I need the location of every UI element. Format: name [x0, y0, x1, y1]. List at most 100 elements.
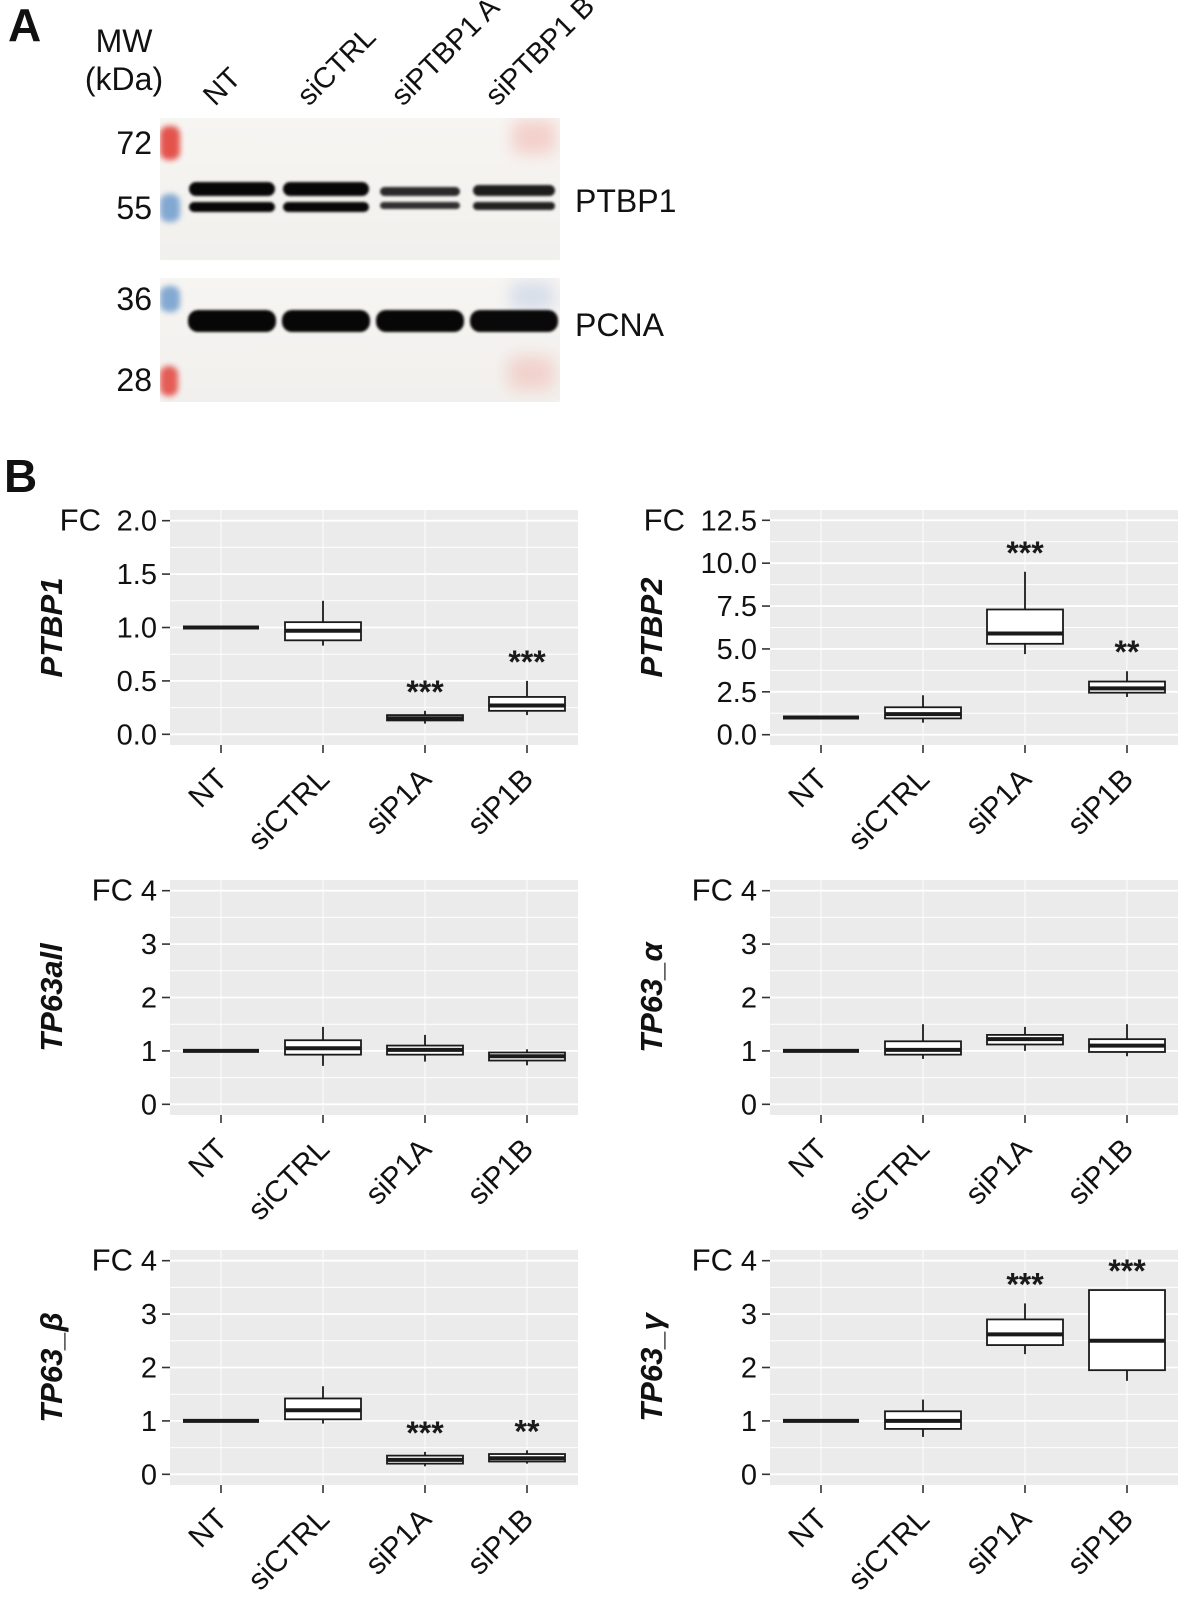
x-tick-label: siCTRL — [842, 763, 936, 852]
mw-value: 72 — [116, 125, 152, 161]
lane-label: siCTRL — [291, 21, 383, 113]
boxplot-svg: 0 1 2 3 4 NT siCTRL siP1A siP1B FC TP63all — [34, 873, 578, 1227]
fc-axis-label: FC — [644, 502, 685, 537]
x-tick-label: siCTRL — [242, 1503, 336, 1592]
significance-stars: *** — [508, 644, 546, 680]
box — [986, 1318, 1064, 1346]
ladder-mark — [160, 194, 180, 222]
panel-a-label: A — [8, 0, 42, 51]
y-tick-label: 4 — [741, 876, 757, 908]
mw-value: 36 — [116, 281, 152, 317]
blot-ptbp1 — [160, 118, 560, 260]
y-tick-label: 7.5 — [717, 591, 757, 623]
x-tick-label: siP1B — [1061, 1503, 1140, 1582]
x-tick-label: siCTRL — [242, 763, 336, 852]
protein-band — [283, 202, 369, 212]
fc-axis-label: FC — [692, 873, 733, 908]
ladder-mark — [160, 366, 178, 396]
boxplot-svg: 0 1 2 3 4 NT siCTRL siP1A siP1B FC TP63_α — [634, 873, 1178, 1227]
y-tick-label: 0 — [741, 1089, 757, 1121]
y-tick-label: 2 — [141, 983, 157, 1015]
y-tick-label: 4 — [741, 1246, 757, 1278]
y-tick-label: 1.0 — [117, 613, 157, 645]
y-tick-label: 12.5 — [701, 505, 757, 537]
x-tick-label: siCTRL — [842, 1503, 936, 1592]
x-tick-label: siP1A — [959, 1133, 1038, 1212]
gene-label: PTBP2 — [634, 578, 669, 678]
protein-band — [282, 310, 370, 332]
x-tick-label: siCTRL — [842, 1133, 936, 1222]
ladder-mark — [510, 282, 554, 310]
y-tick-label: 2.0 — [117, 506, 157, 538]
y-tick-label: 3 — [741, 929, 757, 961]
y-tick-label: 3 — [141, 929, 157, 961]
mw-value: 28 — [116, 362, 152, 398]
ladder-mark — [160, 126, 180, 160]
boxplot-svg: *** *** 0.0 0.5 1.0 1.5 2.0 NT siCTRL siP1A siP1B F… — [34, 503, 578, 857]
significance-stars: ** — [1115, 634, 1140, 670]
x-tick-label: siCTRL — [242, 1133, 336, 1222]
significance-stars: *** — [406, 1415, 444, 1451]
boxplot-ptbp1: *** *** 0.0 0.5 1.0 1.5 2.0 NT siCTRL siP1A siP1B F… — [22, 500, 597, 857]
boxplot-tp63-gamma: *** *** 0 1 2 3 4 NT siCTRL siP1A siP1B FC TP63_γ — [622, 1240, 1197, 1597]
x-tick-label: siP1A — [359, 763, 438, 842]
x-tick-label: siP1B — [461, 1503, 540, 1582]
gene-label: TP63_β — [34, 1312, 69, 1423]
y-tick-label: 3 — [741, 1299, 757, 1331]
x-tick-label: NT — [782, 1503, 834, 1555]
fc-axis-label: FC — [692, 1243, 733, 1278]
boxplot-tp63-alpha: 0 1 2 3 4 NT siCTRL siP1A siP1B FC TP63_α — [622, 870, 1197, 1227]
blot-name-pcna: PCNA — [575, 307, 664, 343]
y-tick-label: 1 — [741, 1406, 757, 1438]
y-tick-label: 0.5 — [117, 666, 157, 698]
fc-axis-label: FC — [92, 873, 133, 908]
x-tick-label: NT — [782, 1133, 834, 1185]
gene-label: PTBP1 — [34, 578, 69, 678]
y-tick-label: 0.0 — [717, 720, 757, 752]
y-tick-label: 3 — [141, 1299, 157, 1331]
protein-band — [376, 310, 464, 332]
x-tick-label: siP1B — [1061, 1133, 1140, 1212]
boxplot-svg: *** *** 0 1 2 3 4 NT siCTRL siP1A siP1B FC TP63_γ — [634, 1243, 1178, 1597]
y-tick-label: 5.0 — [717, 634, 757, 666]
y-tick-label: 1 — [141, 1406, 157, 1438]
x-tick-label: NT — [782, 763, 834, 815]
x-tick-label: NT — [182, 1503, 234, 1555]
protein-band — [189, 182, 275, 196]
y-tick-label: 2 — [141, 1353, 157, 1385]
x-tick-label: siP1B — [461, 763, 540, 842]
protein-band — [380, 187, 460, 196]
mw-value: 55 — [116, 190, 152, 226]
mw-kda-label: MW (kDa) — [68, 22, 180, 98]
x-tick-label: siP1A — [959, 1503, 1038, 1582]
panel-b-label: B — [4, 450, 38, 502]
y-tick-label: 1 — [741, 1036, 757, 1068]
protein-band — [283, 182, 369, 196]
panel-b: B *** *** 0.0 0.5 1.0 1.5 2.0 NT siCTRL siP1A siP1… — [0, 445, 1204, 1600]
y-tick-label: 1.5 — [117, 559, 157, 591]
significance-stars: ** — [515, 1413, 540, 1449]
gene-label: TP63_γ — [634, 1311, 669, 1421]
protein-band — [470, 310, 558, 332]
x-tick-label: siP1B — [461, 1133, 540, 1212]
x-tick-label: NT — [182, 1133, 234, 1185]
y-tick-label: 4 — [141, 876, 157, 908]
lane-label: NT — [197, 62, 248, 112]
ladder-mark — [160, 286, 180, 312]
y-tick-label: 2 — [741, 1353, 757, 1385]
y-tick-label: 10.0 — [701, 548, 757, 580]
significance-stars: *** — [1006, 535, 1044, 571]
ladder-mark — [508, 356, 554, 390]
y-tick-label: 1 — [141, 1036, 157, 1068]
blot-pcna — [160, 278, 560, 402]
y-tick-label: 0 — [141, 1459, 157, 1491]
significance-stars: *** — [1108, 1253, 1146, 1289]
box — [986, 608, 1064, 645]
boxplot-ptbp2: *** ** 0.0 2.5 5.0 7.5 10.0 12.5 NT siCTRL siP1A si… — [622, 500, 1197, 857]
y-tick-label: 0.0 — [117, 719, 157, 751]
ladder-mark — [512, 120, 556, 154]
boxplot-tp63-beta: *** ** 0 1 2 3 4 NT siCTRL siP1A siP1B FC TP63_β — [22, 1240, 597, 1597]
